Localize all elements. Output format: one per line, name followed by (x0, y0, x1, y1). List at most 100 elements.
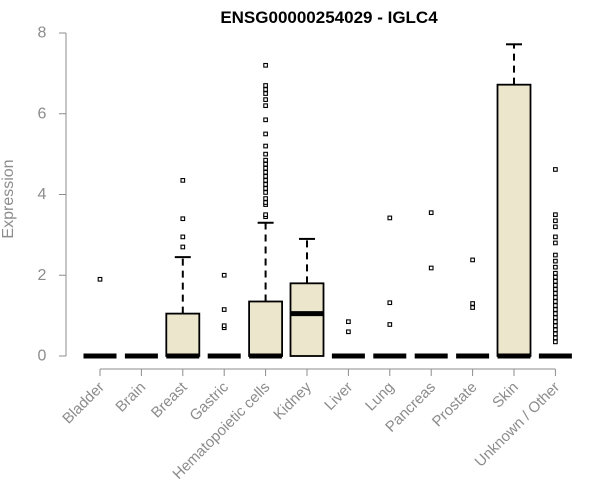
outlier-point (263, 97, 268, 102)
outlier-point (553, 323, 558, 329)
box-body (165, 312, 201, 357)
outlier-point (263, 83, 268, 88)
outlier-point (553, 224, 558, 230)
outlier-point (263, 196, 268, 201)
x-tick-label: Prostate (429, 379, 481, 431)
outlier-point (346, 329, 351, 335)
outlier-point (387, 215, 393, 221)
outlier-point (263, 91, 268, 96)
outlier-point (263, 131, 268, 137)
outlier-point (387, 300, 393, 306)
outlier-point (221, 272, 227, 278)
outlier-point (263, 143, 268, 149)
outlier-point (553, 212, 558, 218)
chart-title: ENSG00000254029 - IGLC4 (220, 8, 438, 27)
outlier-point (180, 234, 186, 240)
x-tick-label: Breast (148, 378, 191, 421)
x-tick-label: Lung (362, 379, 398, 415)
y-tick-label: 2 (38, 267, 47, 284)
y-tick-label: 8 (38, 25, 47, 42)
outlier-point (263, 165, 268, 171)
box-skin (496, 43, 532, 359)
outlier-point (553, 240, 558, 246)
box-unknown-other (538, 167, 572, 359)
box-lung (373, 215, 407, 359)
outlier-point (553, 315, 558, 320)
outlier-point (263, 87, 268, 92)
outlier-point (553, 218, 558, 224)
outlier-point (428, 265, 434, 271)
box-hematopoietic-cells (248, 62, 284, 359)
outlier-point (553, 339, 558, 345)
outlier-point (263, 173, 268, 179)
x-tick-label: Kidney (270, 378, 315, 423)
outlier-point (263, 103, 268, 109)
outlier-point (221, 323, 227, 329)
outlier-point (553, 331, 558, 337)
outlier-point (263, 117, 268, 123)
outlier-point (263, 190, 268, 195)
outlier-point (387, 322, 393, 327)
outlier-point (263, 212, 268, 218)
outlier-point (553, 303, 558, 308)
box-gastric (207, 272, 241, 359)
outlier-point (553, 167, 558, 172)
outlier-point (346, 319, 351, 325)
outlier-point (180, 244, 186, 250)
box-liver (331, 319, 365, 359)
outlier-point (263, 169, 268, 175)
outlier-point (263, 62, 268, 68)
outlier-point (553, 291, 558, 296)
box-body (289, 282, 325, 357)
outlier-point (221, 307, 227, 312)
box-bladder (83, 276, 117, 359)
y-axis-label: Expression (0, 159, 17, 238)
box-breast (165, 178, 201, 359)
outlier-point (180, 216, 186, 222)
outlier-point (553, 319, 558, 325)
outlier-point (553, 264, 558, 270)
outlier-point (553, 274, 558, 280)
outlier-point (553, 287, 558, 292)
x-tick-label: Bladder (59, 379, 108, 428)
outlier-point (428, 210, 434, 216)
outlier-point (263, 186, 268, 191)
y-tick-label: 0 (38, 348, 47, 365)
outlier-point (553, 327, 558, 333)
y-tick-label: 6 (38, 105, 47, 122)
outlier-point (470, 305, 475, 310)
outlier-point (263, 182, 268, 187)
outlier-point (553, 311, 558, 316)
outlier-point (263, 157, 268, 163)
box-prostate (456, 257, 490, 359)
outlier-point (553, 307, 558, 312)
outlier-point (470, 257, 475, 263)
outlier-point (553, 270, 558, 276)
outlier-point (263, 161, 268, 167)
outlier-point (553, 252, 558, 258)
box-body (496, 83, 532, 357)
outlier-point (553, 234, 558, 240)
outlier-point (263, 178, 268, 183)
y-tick-label: 4 (38, 186, 47, 203)
outlier-point (263, 151, 268, 157)
outlier-point (263, 200, 268, 205)
boxes-group (83, 43, 572, 359)
outlier-point (180, 178, 186, 183)
box-kidney (289, 237, 325, 357)
box-body (248, 300, 284, 357)
box-pancreas (414, 210, 448, 359)
x-tick-label: Liver (321, 379, 356, 414)
outlier-point (470, 301, 475, 306)
outlier-point (553, 282, 558, 288)
outlier-point (553, 335, 558, 341)
x-tick-label: Skin (489, 379, 522, 412)
outlier-point (553, 258, 558, 264)
y-axis: 0 2 4 6 8 (38, 25, 67, 365)
outlier-point (553, 295, 558, 300)
outlier-point (97, 276, 103, 282)
outlier-point (553, 278, 558, 284)
outlier-point (553, 299, 558, 304)
